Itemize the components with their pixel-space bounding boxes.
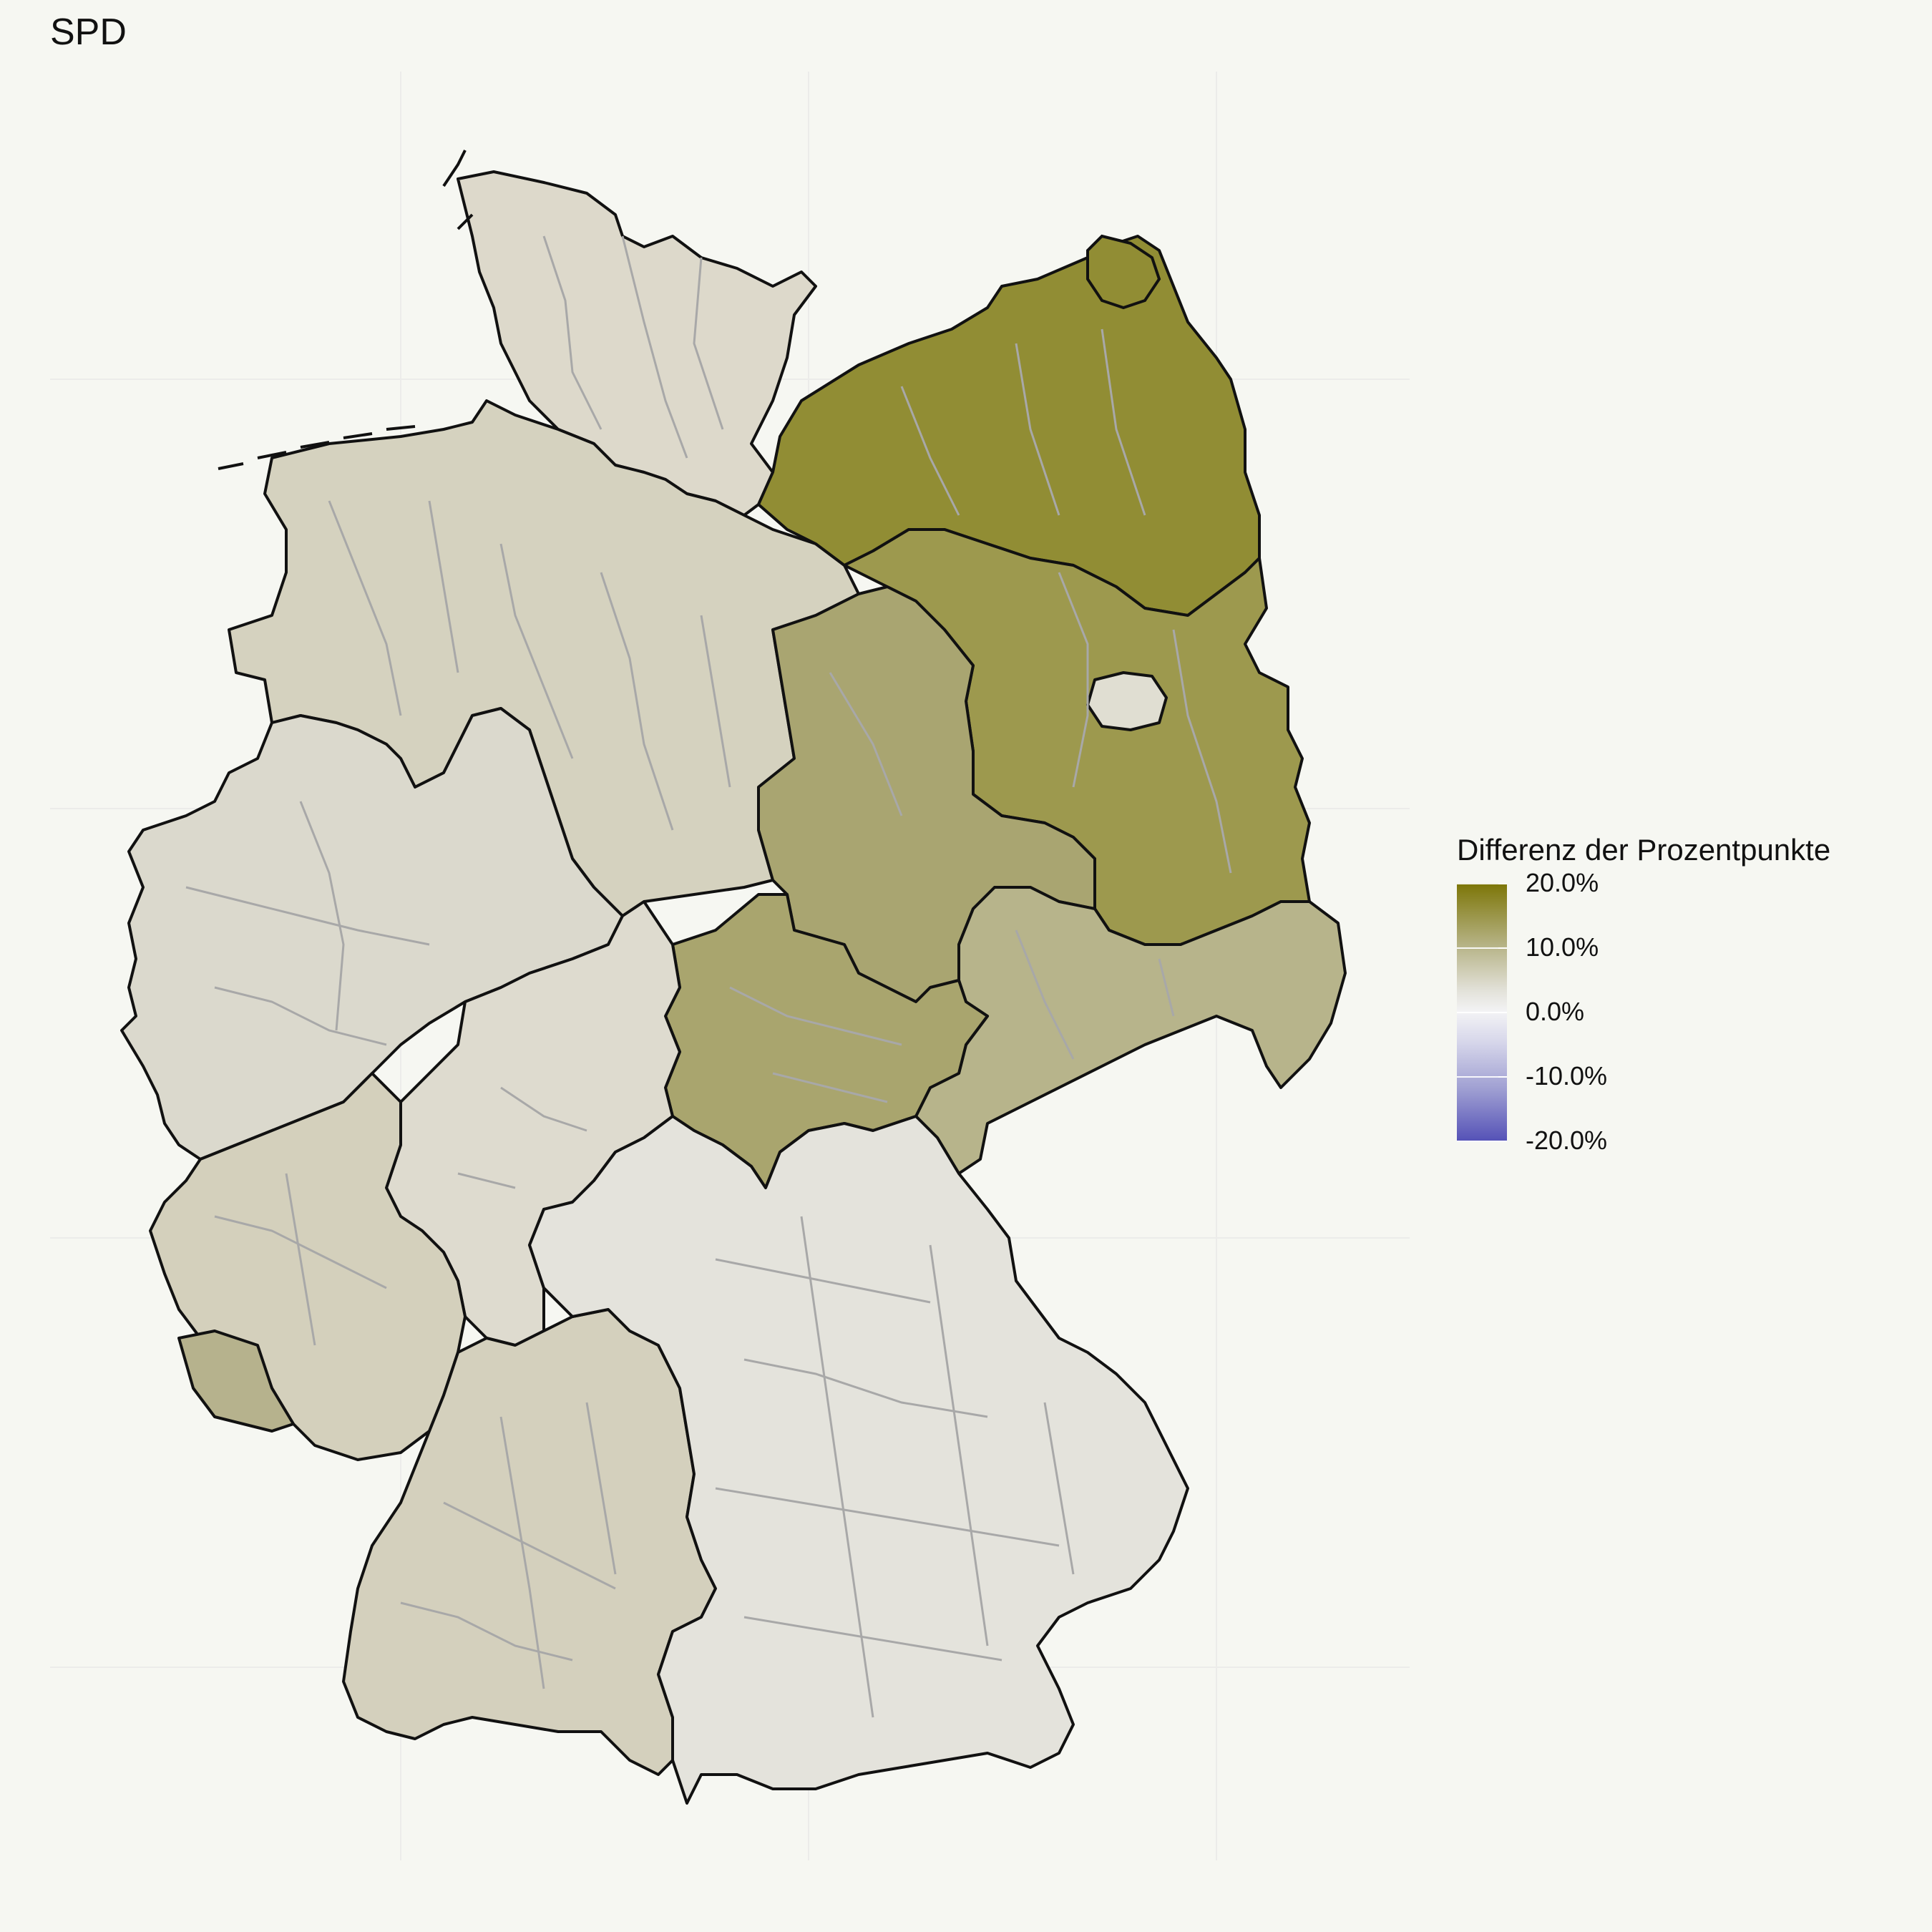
legend-tick-label: 0.0% — [1526, 997, 1585, 1026]
island-ruegen — [1086, 234, 1161, 310]
legend-tick-mark — [1457, 947, 1507, 949]
state-bayern — [528, 1115, 1189, 1805]
legend-tick-label: 20.0% — [1526, 868, 1599, 897]
legend-tick-label: 10.0% — [1526, 932, 1599, 962]
map-title: SPD — [50, 11, 127, 53]
state-berlin — [1086, 671, 1168, 731]
legend-tick-mark — [1457, 883, 1507, 884]
legend-tick-label: -10.0% — [1526, 1061, 1608, 1091]
legend-tick-label: -20.0% — [1526, 1126, 1608, 1155]
legend-tick-mark — [1457, 1076, 1507, 1078]
district-boundaries — [185, 235, 1232, 1718]
state-saarland — [177, 1330, 295, 1433]
north-sea-islands — [218, 150, 474, 470]
legend-tick-mark — [1457, 1141, 1507, 1142]
state-schleswig-holstein — [457, 170, 817, 517]
color-legend: Differenz der Prozentpunkte 20.0% 10.0% 0.… — [1457, 833, 1831, 1155]
legend-tick-mark — [1457, 1012, 1507, 1013]
legend-title: Differenz der Prozentpunkte — [1457, 833, 1831, 867]
